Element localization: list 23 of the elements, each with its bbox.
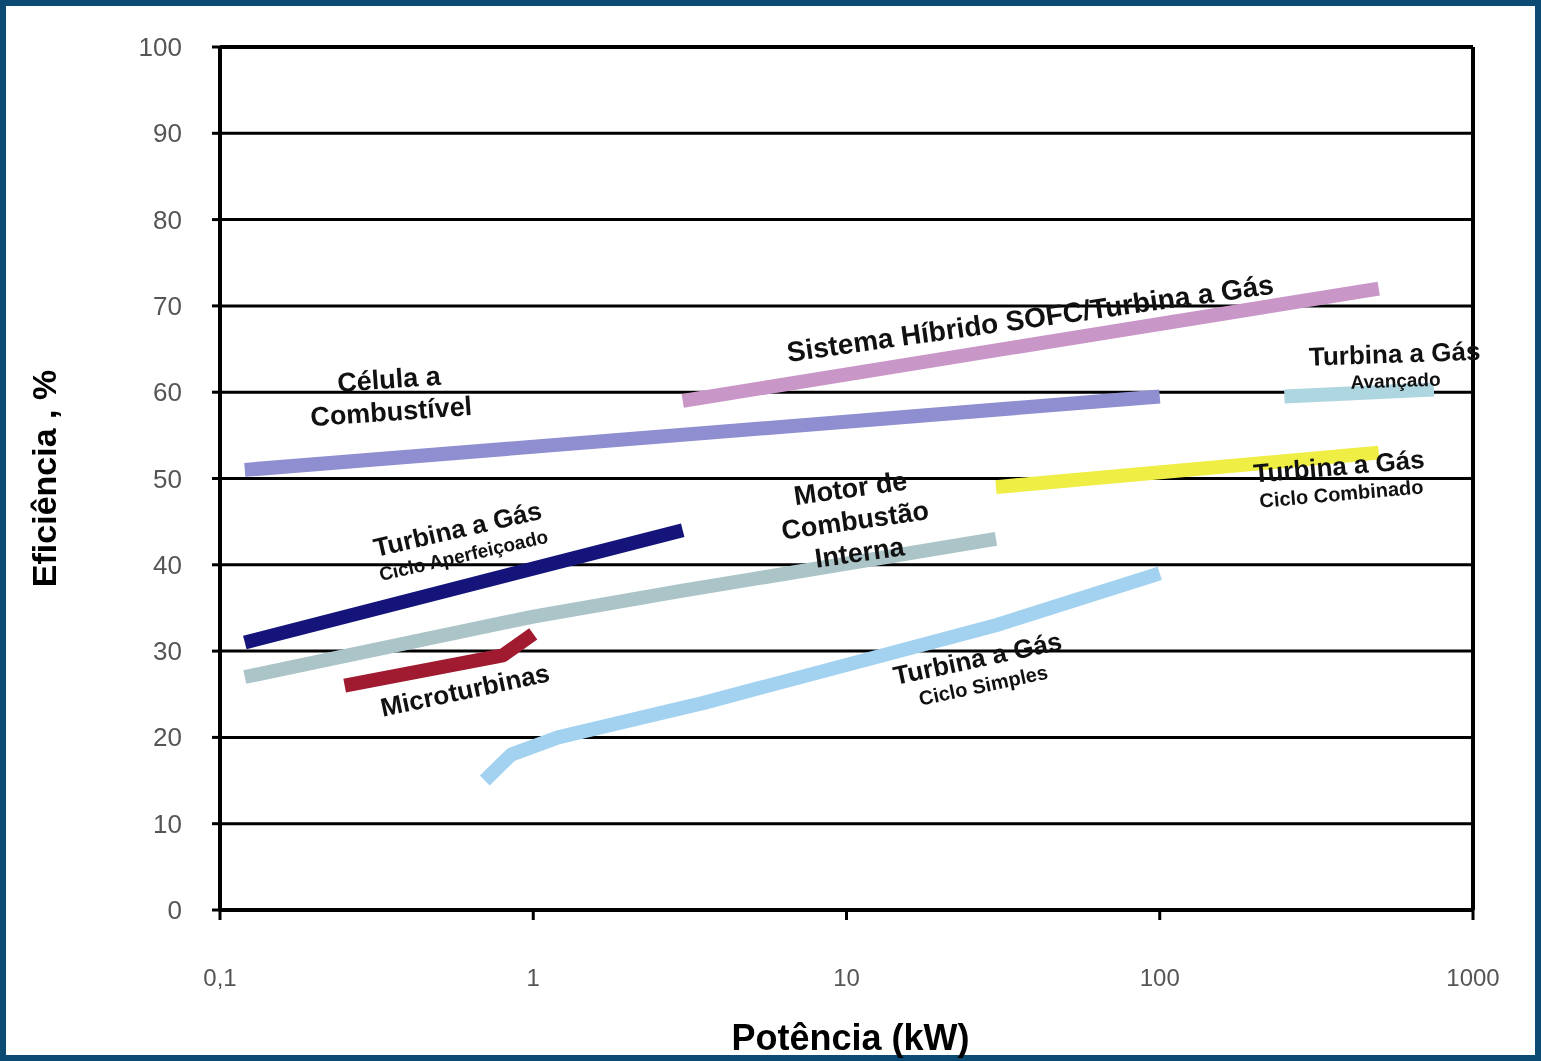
y-tick-label: 60 bbox=[153, 377, 182, 408]
y-tick-label: 80 bbox=[153, 204, 182, 235]
y-tick-label: 100 bbox=[138, 32, 182, 62]
y-tick-label: 10 bbox=[153, 808, 182, 839]
x-tick-label: 0,1 bbox=[203, 964, 237, 991]
series-label: Célula a Combustível bbox=[309, 360, 474, 433]
x-tick-label: 1000 bbox=[1446, 964, 1500, 991]
y-tick-label: 50 bbox=[153, 463, 182, 494]
x-tick-label: 1 bbox=[526, 964, 540, 991]
y-tick-label: 40 bbox=[153, 549, 182, 580]
text: Motor de Combustão Interna bbox=[779, 465, 931, 574]
x-tick-label: 10 bbox=[833, 964, 860, 991]
text: Sistema Híbrido SOFC/Turbina a Gás bbox=[784, 268, 1276, 368]
x-axis-title: Potência (kW) bbox=[731, 1017, 970, 1058]
x-tick-label: 100 bbox=[1139, 964, 1180, 991]
text: Turbina a Gás Ciclo Simples bbox=[890, 625, 1065, 710]
y-axis-title: Eficiência , % bbox=[25, 369, 63, 588]
y-tick-label: 20 bbox=[153, 722, 182, 753]
series-label: Turbina a Gás Ciclo Combinado bbox=[1252, 443, 1426, 512]
y-tick-label: 70 bbox=[153, 290, 182, 321]
y-tick-label: 30 bbox=[153, 636, 182, 667]
y-tick-label: 90 bbox=[153, 118, 182, 149]
y-tick-label: 0 bbox=[167, 895, 182, 925]
